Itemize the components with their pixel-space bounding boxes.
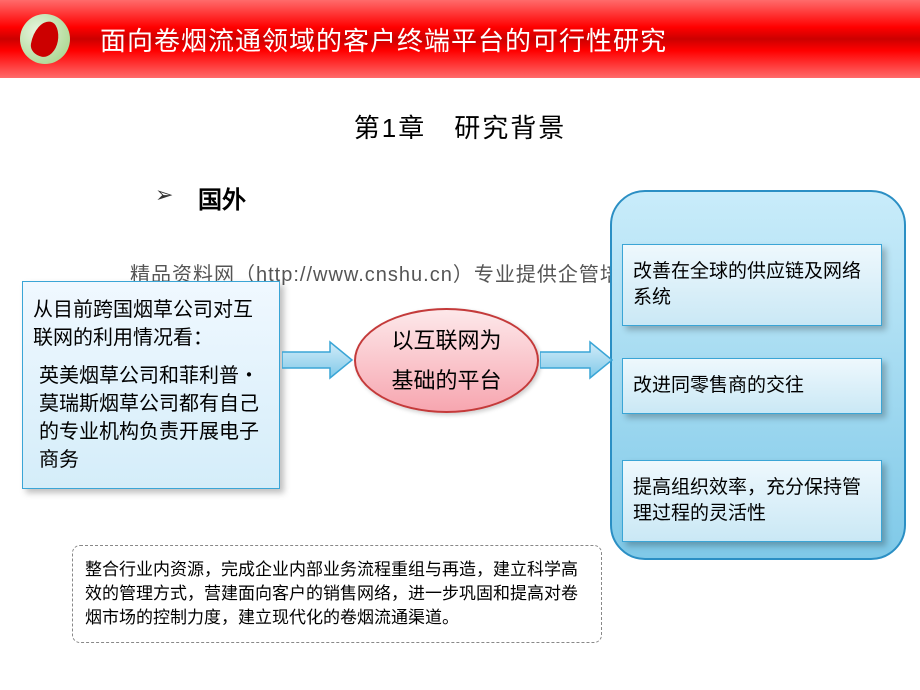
header-title: 面向卷烟流通领域的客户终端平台的可行性研究 — [100, 21, 667, 58]
left-box: 从目前跨国烟草公司对互联网的利用情况看： 英美烟草公司和菲利普・莫瑞斯烟草公司都… — [22, 281, 280, 489]
right-box-2: 改进同零售商的交往 — [622, 358, 882, 414]
ellipse-line2: 基础的平台 — [391, 361, 501, 401]
arrow-left-to-ellipse-icon — [282, 340, 354, 380]
section-label: 国外 — [198, 180, 246, 215]
logo — [20, 14, 70, 64]
right-box-1: 改善在全球的供应链及网络系统 — [622, 244, 882, 326]
left-box-line2: 英美烟草公司和菲利普・莫瑞斯烟草公司都有自己的专业机构负责开展电子商务 — [33, 362, 269, 474]
center-ellipse: 以互联网为 基础的平台 — [354, 308, 539, 413]
bottom-box-text: 整合行业内资源，完成企业内部业务流程重组与再造，建立科学高效的管理方式，营建面向… — [85, 560, 578, 627]
left-box-line1: 从目前跨国烟草公司对互联网的利用情况看： — [33, 296, 269, 352]
arrow-ellipse-to-right-icon — [540, 340, 614, 380]
right-box-3-text: 提高组织效率，充分保持管理过程的灵活性 — [633, 477, 861, 524]
right-box-1-text: 改善在全球的供应链及网络系统 — [633, 261, 861, 308]
header-bar: 面向卷烟流通领域的客户终端平台的可行性研究 — [0, 0, 920, 78]
bottom-box: 整合行业内资源，完成企业内部业务流程重组与再造，建立科学高效的管理方式，营建面向… — [72, 545, 602, 643]
bullet-arrow-icon: ➢ — [155, 182, 173, 208]
chapter-title: 第1章 研究背景 — [0, 108, 920, 145]
right-box-2-text: 改进同零售商的交往 — [633, 375, 804, 396]
right-box-3: 提高组织效率，充分保持管理过程的灵活性 — [622, 460, 882, 542]
ellipse-line1: 以互联网为 — [391, 321, 501, 361]
